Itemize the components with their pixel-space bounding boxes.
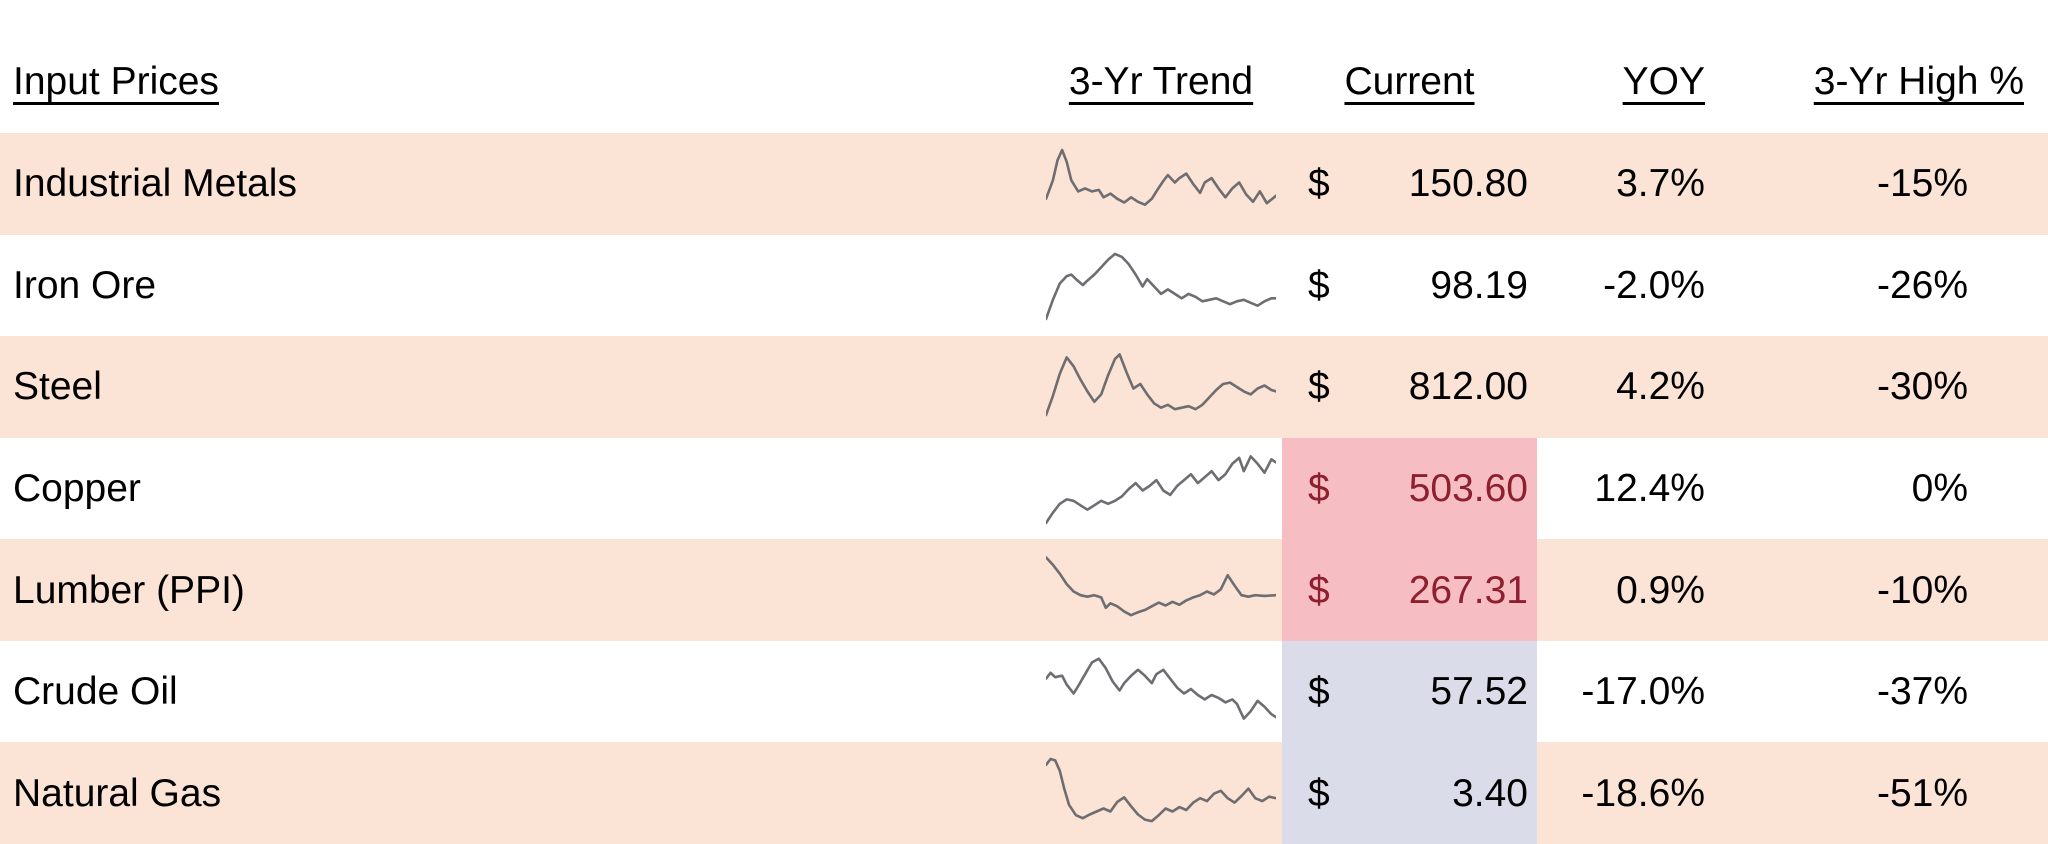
trend-sparkline-cell[interactable] (1040, 539, 1282, 641)
current-price-cell[interactable]: $ 3.40 (1282, 742, 1537, 844)
high-cell[interactable]: -51% (1712, 742, 2048, 844)
row-label: Natural Gas (13, 771, 222, 815)
yoy-value: -17.0% (1581, 670, 1705, 714)
currency-symbol: $ (1308, 162, 1330, 206)
column-header-trend[interactable]: 3-Yr Trend (1040, 0, 1282, 133)
currency-symbol: $ (1308, 568, 1330, 612)
table-header-row: Input Prices 3-Yr Trend Current YOY 3-Yr… (0, 0, 2048, 133)
sparkline-chart (1046, 757, 1276, 823)
trend-sparkline-cell[interactable] (1040, 641, 1282, 743)
row-label: Steel (13, 365, 102, 409)
high-cell[interactable]: -26% (1712, 235, 2048, 337)
yoy-cell[interactable]: -18.6% (1537, 742, 1712, 844)
high-value: -37% (1876, 670, 1968, 714)
yoy-value: -2.0% (1603, 263, 1705, 307)
table-row: Steel $ 812.00 4.2% -30% (0, 336, 2048, 438)
yoy-cell[interactable]: -17.0% (1537, 641, 1712, 743)
sparkline-chart (1046, 353, 1276, 417)
yoy-cell[interactable]: 0.9% (1537, 539, 1712, 641)
table-row: Crude Oil $ 57.52 -17.0% -37% (0, 640, 2048, 743)
row-label: Crude Oil (13, 670, 178, 714)
trend-sparkline-cell[interactable] (1040, 438, 1282, 540)
current-value: 3.40 (1452, 771, 1528, 815)
high-value: -10% (1876, 568, 1968, 612)
yoy-value: 3.7% (1616, 162, 1705, 206)
current-price-cell[interactable]: $ 267.31 (1282, 539, 1537, 641)
column-header-current[interactable]: Current (1282, 0, 1537, 133)
yoy-value: -18.6% (1581, 771, 1705, 815)
trend-sparkline-cell[interactable] (1040, 336, 1282, 438)
high-cell[interactable]: -37% (1712, 641, 2048, 743)
row-label: Industrial Metals (13, 162, 297, 206)
row-label-cell[interactable]: Industrial Metals (0, 133, 1040, 235)
trend-sparkline-cell[interactable] (1040, 235, 1282, 337)
sparkline-chart (1046, 454, 1276, 524)
high-value: 0% (1911, 467, 1968, 511)
row-label-cell[interactable]: Steel (0, 336, 1040, 438)
currency-symbol: $ (1308, 771, 1330, 815)
current-price-cell[interactable]: $ 503.60 (1282, 437, 1537, 540)
currency-symbol: $ (1308, 670, 1330, 714)
currency-symbol: $ (1308, 263, 1330, 307)
column-header-label: YOY (1622, 60, 1705, 103)
high-cell[interactable]: -15% (1712, 133, 2048, 235)
column-header-label: Input Prices (13, 60, 219, 103)
table-body: Industrial Metals $ 150.80 3.7% -15% Iro… (0, 133, 2048, 844)
high-value: -51% (1876, 771, 1968, 815)
sparkline-chart (1046, 148, 1276, 206)
table-row: Copper $ 503.60 12.4% 0% (0, 437, 2048, 540)
row-label-cell[interactable]: Copper (0, 438, 1040, 540)
row-label: Iron Ore (13, 263, 157, 307)
current-price-cell[interactable]: $ 150.80 (1282, 133, 1537, 235)
sparkline-chart (1046, 252, 1276, 321)
table-row: Lumber (PPI) $ 267.31 0.9% -10% (0, 539, 2048, 641)
high-cell[interactable]: -30% (1712, 336, 2048, 438)
current-value: 150.80 (1408, 162, 1528, 206)
column-header-label: 3-Yr High % (1813, 60, 2024, 103)
current-value: 98.19 (1430, 263, 1528, 307)
row-label-cell[interactable]: Natural Gas (0, 742, 1040, 844)
table-row: Iron Ore $ 98.19 -2.0% -26% (0, 234, 2048, 337)
high-cell[interactable]: -10% (1712, 539, 2048, 641)
yoy-value: 0.9% (1616, 568, 1705, 612)
sparkline-chart (1046, 657, 1276, 720)
column-header-label: Current (1344, 60, 1475, 103)
column-header-yoy[interactable]: YOY (1537, 0, 1712, 133)
high-cell[interactable]: 0% (1712, 438, 2048, 540)
column-header-label: 3-Yr Trend (1068, 60, 1254, 103)
current-value: 57.52 (1430, 670, 1528, 714)
currency-symbol: $ (1308, 365, 1330, 409)
yoy-cell[interactable]: 4.2% (1537, 336, 1712, 438)
row-label: Lumber (PPI) (13, 568, 245, 612)
table-row: Industrial Metals $ 150.80 3.7% -15% (0, 133, 2048, 235)
current-price-cell[interactable]: $ 812.00 (1282, 336, 1537, 438)
currency-symbol: $ (1308, 467, 1330, 511)
current-value: 267.31 (1408, 568, 1528, 612)
sparkline-chart (1046, 556, 1276, 617)
row-label-cell[interactable]: Lumber (PPI) (0, 539, 1040, 641)
row-label-cell[interactable]: Iron Ore (0, 235, 1040, 337)
current-value: 503.60 (1408, 467, 1528, 511)
high-value: -15% (1876, 162, 1968, 206)
table-row: Natural Gas $ 3.40 -18.6% -51% (0, 742, 2048, 844)
column-header-high[interactable]: 3-Yr High % (1712, 0, 2048, 133)
high-value: -30% (1876, 365, 1968, 409)
column-header-input-prices[interactable]: Input Prices (0, 0, 1040, 133)
current-price-cell[interactable]: $ 98.19 (1282, 235, 1537, 337)
trend-sparkline-cell[interactable] (1040, 742, 1282, 844)
row-label-cell[interactable]: Crude Oil (0, 641, 1040, 743)
yoy-value: 12.4% (1594, 467, 1705, 511)
current-price-cell[interactable]: $ 57.52 (1282, 640, 1537, 743)
trend-sparkline-cell[interactable] (1040, 133, 1282, 235)
yoy-value: 4.2% (1616, 365, 1705, 409)
yoy-cell[interactable]: -2.0% (1537, 235, 1712, 337)
yoy-cell[interactable]: 3.7% (1537, 133, 1712, 235)
row-label: Copper (13, 467, 141, 511)
high-value: -26% (1876, 263, 1968, 307)
current-value: 812.00 (1408, 365, 1528, 409)
yoy-cell[interactable]: 12.4% (1537, 438, 1712, 540)
